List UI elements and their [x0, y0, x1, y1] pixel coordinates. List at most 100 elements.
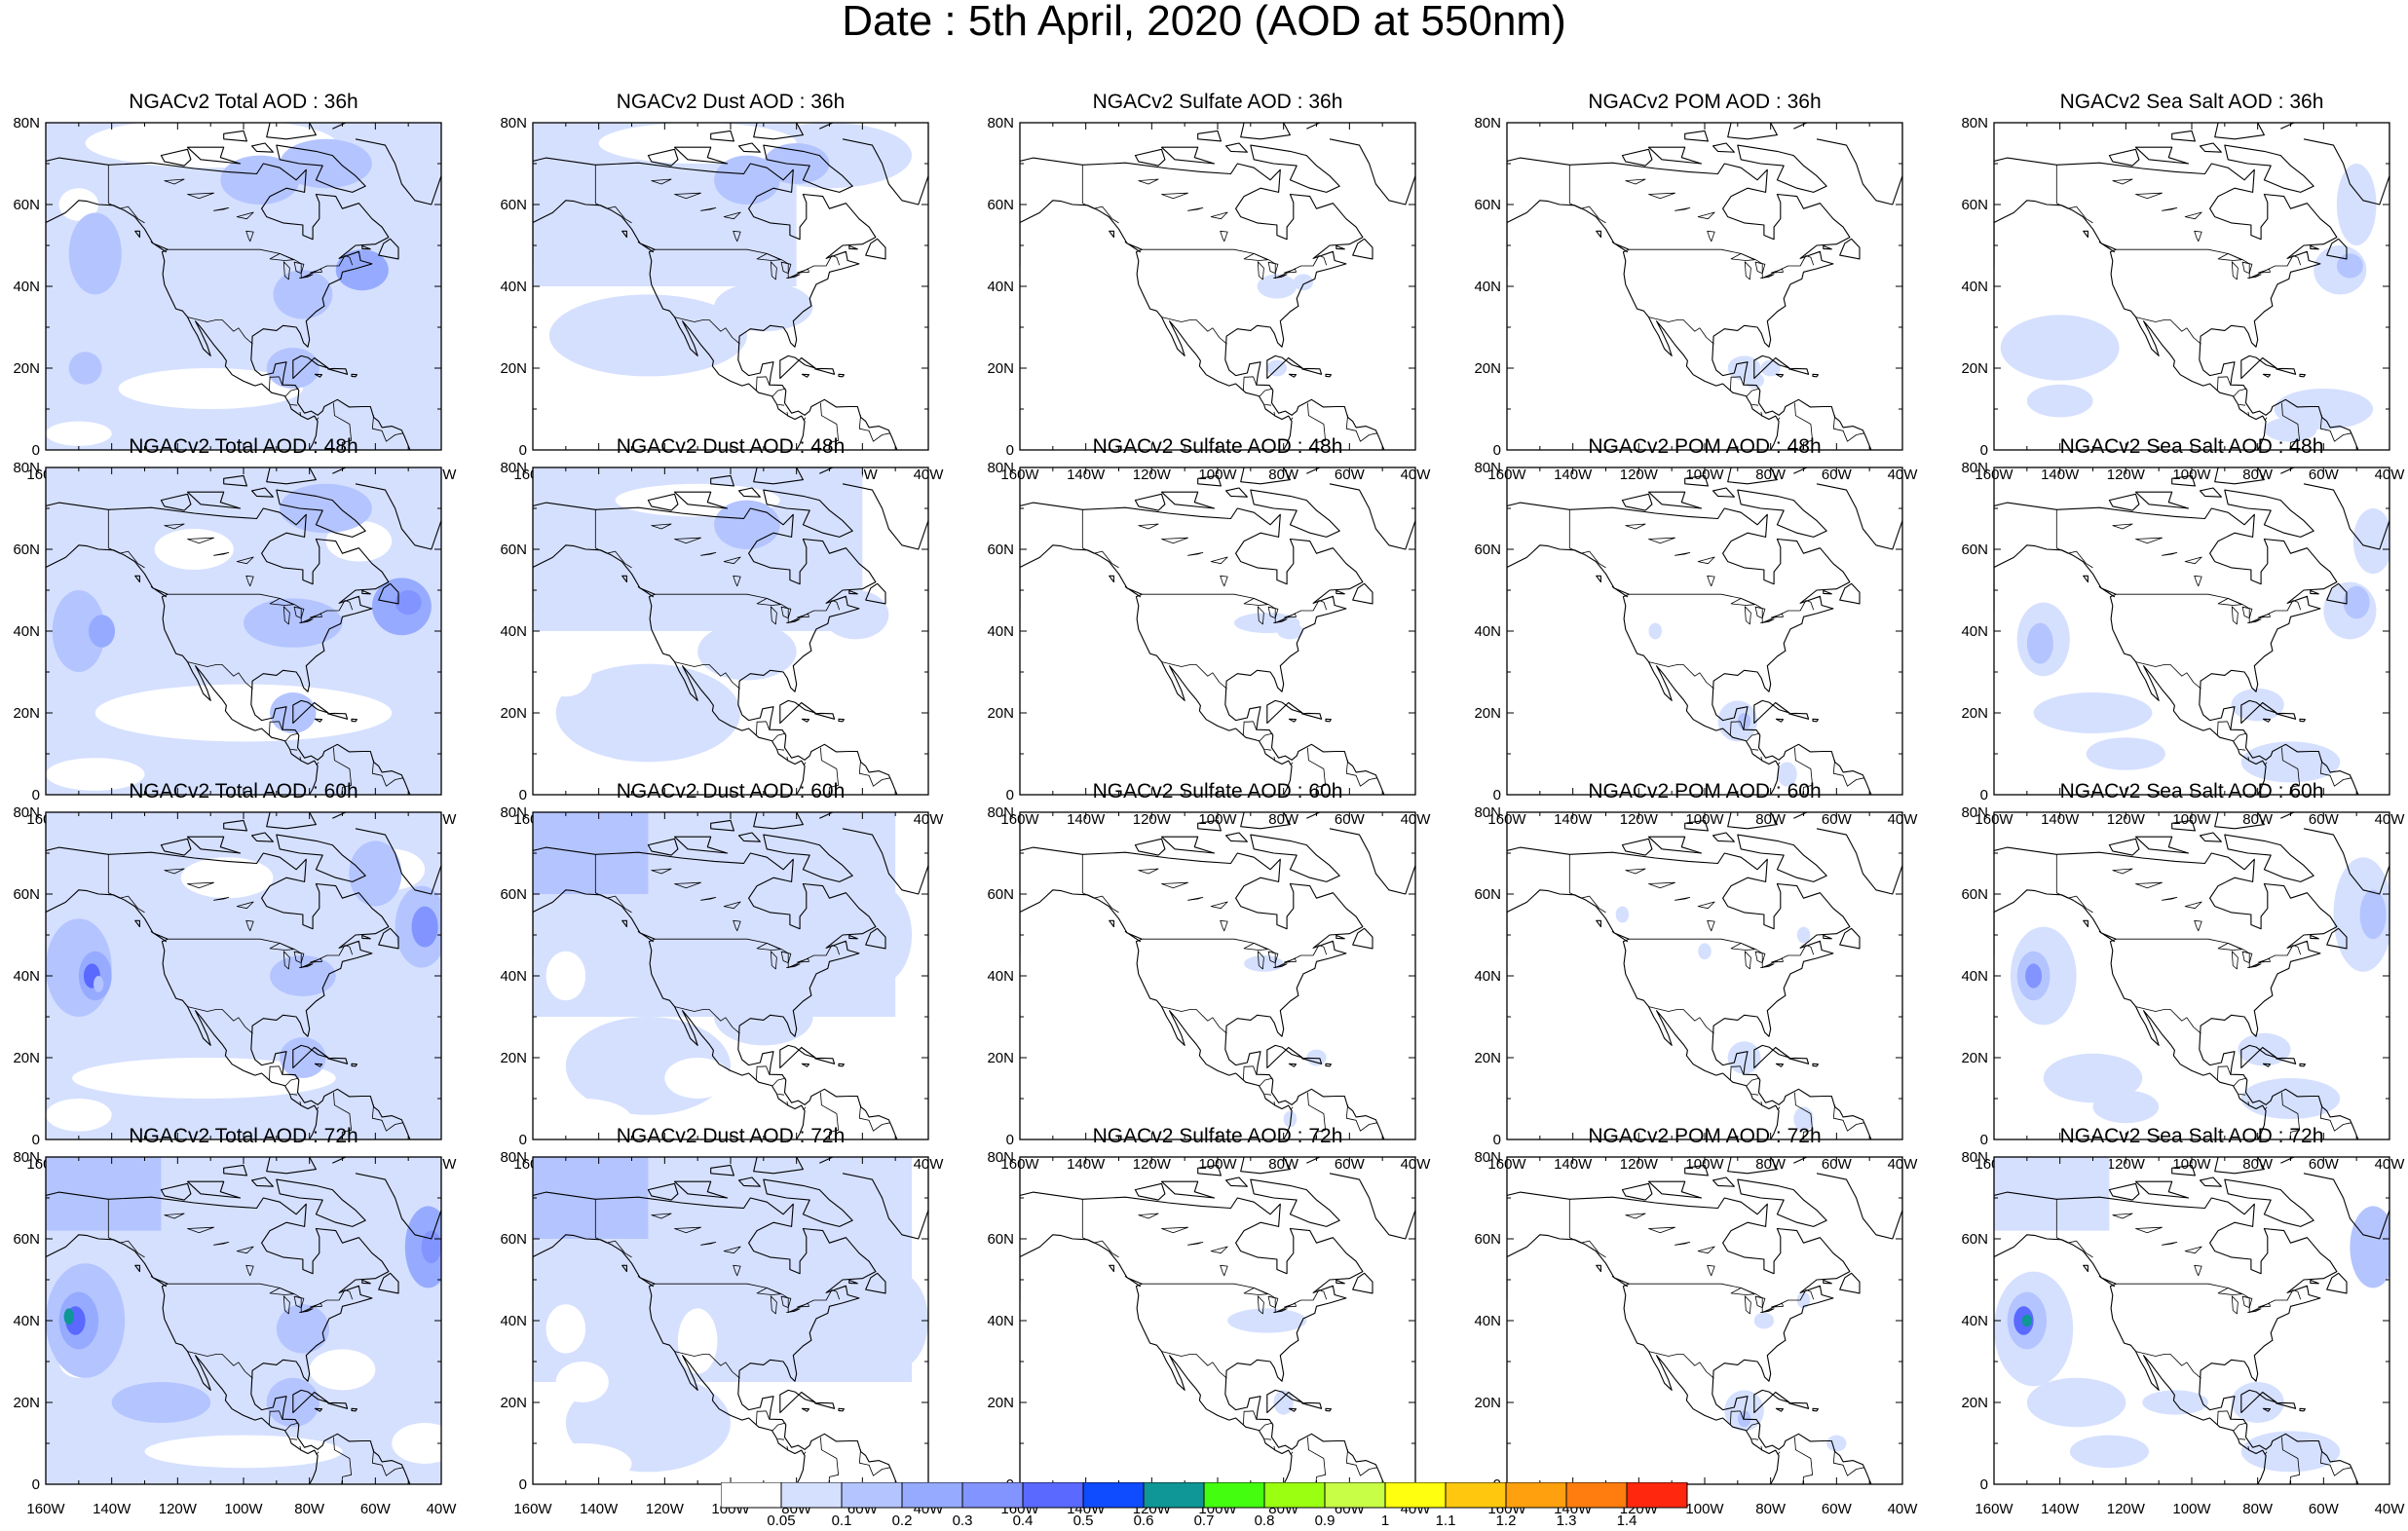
colorbar-label: 1.2 [1496, 1512, 1517, 1527]
lake-outline [2162, 1242, 2178, 1246]
coastline [1266, 1044, 1303, 1069]
coastline [2171, 1164, 2196, 1176]
lake-outline [700, 207, 717, 211]
lake-outline [1674, 1242, 1691, 1246]
coastline [814, 1057, 836, 1064]
coastline [1336, 589, 1345, 595]
coastline [2240, 1044, 2277, 1069]
aod-field-shade [46, 758, 145, 791]
country-border [858, 1449, 890, 1476]
aod-field-shade [2026, 622, 2053, 664]
y-tick-label: 80N [13, 804, 40, 821]
lake-outline [733, 575, 741, 587]
coastline [1160, 146, 1216, 165]
y-tick-label: 0 [32, 787, 40, 803]
coastline [2326, 582, 2348, 605]
lake-outline [2112, 868, 2133, 875]
lake-outline [245, 919, 254, 932]
aod-field-shade [280, 483, 372, 534]
coastline [2199, 142, 2222, 153]
coastline [1596, 919, 1601, 928]
country-border [290, 1094, 298, 1096]
coastline [327, 1057, 349, 1064]
coastline [2083, 919, 2088, 928]
lake-outline [1697, 1246, 1715, 1254]
coastline [1712, 142, 1735, 153]
coastline [1737, 834, 1827, 882]
lake-outline [674, 1226, 701, 1234]
coastline [673, 491, 729, 509]
x-tick-label: 100W [224, 1501, 263, 1517]
y-tick-label: 40N [1961, 623, 1988, 640]
coastline [1352, 582, 1373, 605]
coastline [2171, 474, 2196, 487]
aod-field-shade [392, 1423, 441, 1464]
country-border [786, 411, 789, 417]
lake-outline [1161, 881, 1188, 889]
lake-outline [236, 211, 254, 220]
coastline [1020, 846, 1385, 1139]
coastline [314, 718, 323, 723]
coastline [848, 934, 858, 940]
aod-field-shade [2026, 1377, 2126, 1428]
y-tick-label: 60N [1474, 541, 1501, 558]
y-tick-label: 40N [500, 623, 527, 640]
coastline [1288, 1063, 1298, 1067]
lake-outline [1770, 613, 1784, 618]
panel-title: NGACv2 Dust AOD : 48h [616, 435, 846, 458]
coastline [2108, 493, 2140, 511]
lake-outline [700, 1242, 717, 1246]
country-border [2217, 1065, 2228, 1080]
coastline [2199, 832, 2222, 842]
y-tick-label: 20N [1474, 705, 1501, 722]
lake-outline [1770, 1302, 1784, 1308]
country-border [316, 1451, 320, 1456]
coastline [250, 832, 274, 842]
lake-outline [1138, 523, 1159, 530]
coastline [1684, 819, 1709, 832]
aod-field-shade [63, 1308, 74, 1326]
country-border [2264, 762, 2268, 766]
coastline [2299, 1063, 2306, 1067]
coastline [134, 230, 140, 239]
lake-outline [2247, 1308, 2262, 1314]
coastline [186, 146, 242, 165]
lake-outline [1744, 1295, 1751, 1315]
coastline [865, 1272, 886, 1294]
coastline [1737, 1178, 1827, 1227]
aod-field-shade [1994, 1157, 2110, 1231]
lake-outline [245, 1264, 254, 1277]
coastline [134, 575, 140, 583]
coastline [1775, 373, 1785, 378]
coastline [327, 1401, 349, 1409]
country-border [786, 1445, 789, 1451]
y-tick-label: 20N [500, 705, 527, 722]
lake-outline [213, 897, 230, 901]
x-tick-label: 60W [1335, 1156, 1366, 1173]
aod-field-shade [555, 1362, 609, 1402]
lake-outline [2247, 963, 2262, 969]
country-border [1264, 749, 1272, 751]
lake-outline [2257, 957, 2271, 963]
coastline [378, 238, 399, 260]
coastline [637, 1276, 655, 1288]
country-border [777, 749, 785, 751]
x-tick-label: 120W [159, 1501, 198, 1517]
coastline [266, 467, 317, 485]
country-border [674, 1006, 740, 1034]
plot-frame [1019, 1156, 1416, 1485]
country-border [2247, 756, 2250, 762]
lake-outline [1744, 606, 1751, 625]
country-border [786, 756, 789, 762]
coastline [351, 1407, 357, 1412]
coastline [673, 146, 729, 165]
coastline [1224, 832, 1248, 842]
plot-frame [1019, 467, 1416, 796]
x-tick-label: 40W [427, 1501, 458, 1517]
colorbar-swatch [1565, 1482, 1628, 1509]
y-tick-label: 0 [1980, 1476, 1988, 1493]
lake-outline [2162, 207, 2178, 211]
